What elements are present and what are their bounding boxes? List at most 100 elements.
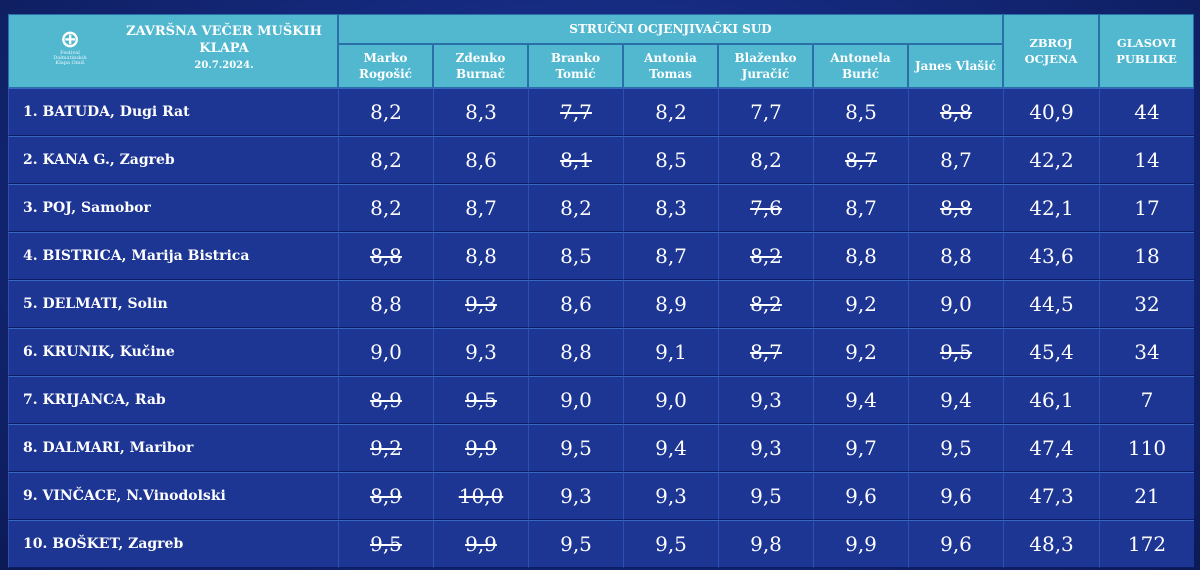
score-value: 8,8	[940, 244, 972, 268]
judge-score: 8,8	[433, 232, 528, 280]
judge-score: 8,2	[338, 184, 433, 232]
event-header-cell: ⊕ Festival Dalmatinskih Klapa Omiš ZAVRŠ…	[8, 14, 338, 88]
event-date: 20.7.2024.	[194, 60, 254, 71]
score-value: 9,3	[750, 436, 782, 460]
total-score: 40,9	[1003, 88, 1100, 136]
audience-votes-header: GLASOVI PUBLIKE	[1099, 14, 1195, 88]
score-value: 9,4	[655, 436, 687, 460]
judge-header-4: Antonia Tomas	[623, 44, 718, 88]
judge-score: 9,2	[813, 280, 908, 328]
score-value: 9,6	[940, 484, 972, 508]
score-value: 9,4	[940, 388, 972, 412]
judge-score: 9,0	[623, 376, 718, 424]
judge-score: 9,7	[813, 424, 908, 472]
score-value: 8,2	[370, 148, 402, 172]
score-value: 9,0	[370, 340, 402, 364]
judge-score: 9,5	[338, 520, 433, 568]
judge-score: 8,9	[623, 280, 718, 328]
total-score: 47,4	[1003, 424, 1100, 472]
score-value: 9,3	[465, 340, 497, 364]
judge-score: 9,4	[813, 376, 908, 424]
judge-score: 7,6	[718, 184, 813, 232]
score-value: 8,5	[560, 244, 592, 268]
judge-name-line1: Blaženko	[734, 51, 797, 65]
judge-score: 8,9	[338, 376, 433, 424]
judge-score: 9,6	[908, 520, 1004, 568]
judge-score: 9,2	[338, 424, 433, 472]
judge-name-line1: Janes Vlašić	[915, 59, 997, 73]
event-title-line2: KLAPA	[199, 41, 249, 56]
discarded-score: 8,1	[560, 148, 592, 172]
discarded-score: 8,7	[845, 148, 877, 172]
judge-score: 9,0	[528, 376, 623, 424]
table-row: 9. VINČACE, N.Vinodolski 8,9 10,0 9,3 9,3 9,5…	[8, 472, 1195, 520]
score-value: 9,5	[560, 532, 592, 556]
score-value: 9,0	[655, 388, 687, 412]
festival-logo-icon: ⊕	[59, 25, 81, 53]
table-row: 2. KANA G., Zagreb 8,2 8,6 8,1 8,5 8,2 8,7 8,7 4…	[8, 136, 1195, 184]
judge-score: 9,5	[908, 328, 1004, 376]
judge-header-2: Zdenko Burnač	[433, 44, 528, 88]
judge-score: 8,6	[528, 280, 623, 328]
score-value: 9,2	[845, 340, 877, 364]
table-row: 8. DALMARI, Maribor 9,2 9,9 9,5 9,4 9,3 9,7 9,5…	[8, 424, 1195, 472]
judge-score: 8,7	[433, 184, 528, 232]
score-value: 8,8	[560, 340, 592, 364]
judge-header-5: Blaženko Juračić	[718, 44, 813, 88]
score-value: 8,7	[845, 196, 877, 220]
judge-score: 9,5	[528, 424, 623, 472]
discarded-score: 7,7	[560, 100, 592, 124]
total-score: 43,6	[1003, 232, 1100, 280]
audience-votes: 7	[1099, 376, 1195, 424]
score-value: 9,4	[845, 388, 877, 412]
score-value: 9,2	[845, 292, 877, 316]
judge-name-line1: Branko	[550, 51, 601, 65]
judge-score: 8,8	[338, 280, 433, 328]
judge-score: 8,2	[718, 136, 813, 184]
audience-votes: 34	[1099, 328, 1195, 376]
table-row: 3. POJ, Samobor 8,2 8,7 8,2 8,3 7,6 8,7 8,8 42,1…	[8, 184, 1195, 232]
total-score-header: ZBROJ OCJENA	[1003, 14, 1100, 88]
score-rows: 1. BATUDA, Dugi Rat 8,2 8,3 7,7 8,2 7,7 8,5 8,8…	[8, 88, 1195, 568]
judge-score: 8,8	[338, 232, 433, 280]
score-value: 8,2	[370, 196, 402, 220]
score-value: 8,8	[845, 244, 877, 268]
discarded-score: 8,2	[750, 292, 782, 316]
total-score: 42,2	[1003, 136, 1100, 184]
discarded-score: 8,2	[750, 244, 782, 268]
score-value: 8,7	[940, 148, 972, 172]
score-value: 9,0	[560, 388, 592, 412]
score-value: 8,3	[655, 196, 687, 220]
judge-score: 9,3	[528, 472, 623, 520]
judge-score: 9,0	[338, 328, 433, 376]
judge-score: 9,6	[813, 472, 908, 520]
festival-logo: ⊕ Festival Dalmatinskih Klapa Omiš	[51, 27, 89, 66]
score-value: 9,5	[940, 436, 972, 460]
judge-score: 8,5	[623, 136, 718, 184]
score-value: 7,7	[750, 100, 782, 124]
judge-score: 7,7	[718, 88, 813, 136]
score-value: 8,7	[465, 196, 497, 220]
score-value: 8,5	[845, 100, 877, 124]
audience-votes: 172	[1099, 520, 1195, 568]
klapa-name: 1. BATUDA, Dugi Rat	[8, 88, 338, 136]
judge-score: 9,3	[433, 328, 528, 376]
judge-name-line1: Zdenko	[455, 51, 506, 65]
klapa-name: 3. POJ, Samobor	[8, 184, 338, 232]
judge-score: 9,9	[433, 424, 528, 472]
judge-score: 8,8	[908, 232, 1004, 280]
judge-score: 8,7	[718, 328, 813, 376]
judge-score: 8,7	[813, 184, 908, 232]
score-value: 8,2	[560, 196, 592, 220]
total-score: 47,3	[1003, 472, 1100, 520]
judge-score: 7,7	[528, 88, 623, 136]
judge-score: 9,5	[528, 520, 623, 568]
judge-score: 9,3	[718, 376, 813, 424]
judge-name-line2: Burnač	[456, 67, 505, 81]
judge-name-line2: Tomas	[649, 67, 692, 81]
score-value: 9,1	[655, 340, 687, 364]
discarded-score: 9,5	[940, 340, 972, 364]
discarded-score: 8,9	[370, 484, 402, 508]
scores-table: ⊕ Festival Dalmatinskih Klapa Omiš ZAVRŠ…	[8, 14, 1195, 568]
score-value: 9,5	[655, 532, 687, 556]
